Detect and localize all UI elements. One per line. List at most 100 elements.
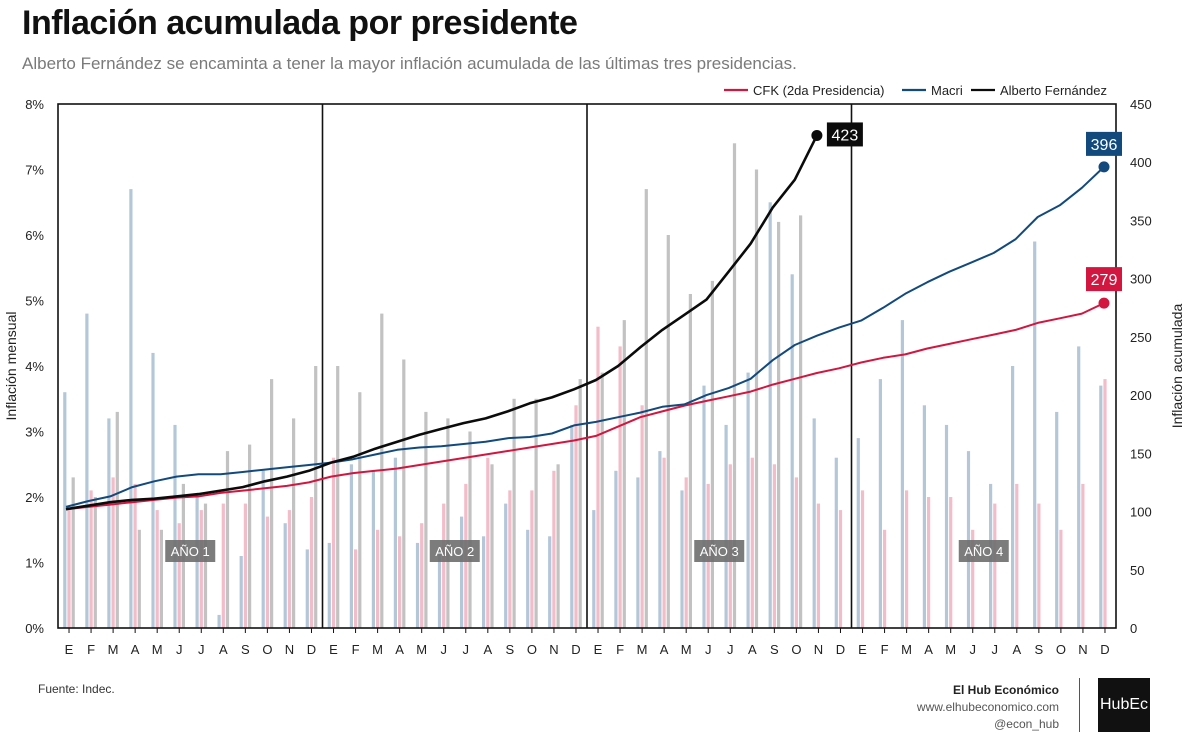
bar-macri-22: [548, 536, 552, 628]
bar-macri-38: [900, 320, 904, 628]
bar-alberto-24: [600, 372, 604, 628]
bar-macri-14: [371, 470, 375, 628]
year-label-box-2: [429, 540, 480, 562]
bar-cfk-27: [662, 457, 666, 628]
x-tick-label-20: S: [506, 642, 515, 657]
year-label-box-4: [958, 540, 1009, 562]
x-tick-label-13: F: [352, 642, 360, 657]
bar-cfk-7: [221, 503, 225, 628]
bar-alberto-19: [490, 464, 494, 629]
bar-cfk-17: [442, 503, 446, 628]
bar-alberto-4: [159, 529, 163, 629]
x-tick-label-30: J: [727, 642, 734, 657]
bar-macri-26: [636, 477, 640, 628]
x-tick-label-47: D: [1100, 642, 1109, 657]
bar-cfk-14: [376, 529, 380, 629]
x-tick-label-41: J: [969, 642, 976, 657]
y-left-tick-4: 4%: [25, 359, 44, 374]
bar-alberto-16: [424, 411, 428, 628]
bar-cfk-10: [287, 510, 291, 628]
bar-cfk-47: [1103, 379, 1107, 628]
end-label-cfk: 279: [1091, 272, 1118, 289]
bar-macri-16: [415, 542, 420, 628]
bar-alberto-22: [556, 464, 560, 629]
bar-cfk-25: [618, 346, 622, 628]
bar-macri-10: [283, 523, 287, 628]
bar-macri-13: [349, 464, 353, 629]
bar-alberto-25: [622, 320, 626, 628]
bar-alberto-8: [248, 444, 252, 628]
bar-alberto-11: [314, 366, 318, 628]
bar-macri-37: [878, 379, 882, 628]
bar-cfk-43: [1015, 483, 1019, 628]
bar-cfk-6: [199, 510, 203, 628]
x-tick-label-27: A: [660, 642, 669, 657]
bar-macri-4: [151, 352, 155, 628]
x-tick-label-38: M: [901, 642, 912, 657]
x-tick-label-18: J: [463, 642, 470, 657]
y-left-tick-6: 6%: [25, 228, 44, 243]
bar-macri-29: [702, 385, 706, 628]
bar-macri-25: [614, 470, 618, 628]
bar-macri-7: [217, 614, 221, 628]
year-label-box-3: [694, 540, 745, 562]
y-left-tick-8: 8%: [25, 97, 44, 112]
end-label-box-cfk: [1086, 267, 1122, 292]
x-tick-label-9: O: [262, 642, 272, 657]
x-tick-label-0: E: [65, 642, 74, 657]
x-tick-label-31: A: [748, 642, 757, 657]
bar-macri-3: [129, 189, 133, 628]
bar-alberto-6: [203, 503, 208, 628]
y-right-tick-7: 350: [1130, 213, 1152, 228]
bar-alberto-17: [446, 418, 450, 628]
bar-alberto-23: [578, 379, 582, 628]
x-tick-label-24: E: [594, 642, 603, 657]
x-tick-label-17: J: [440, 642, 447, 657]
brand-handle[interactable]: @econ_hub: [994, 717, 1059, 731]
x-tick-label-1: F: [87, 642, 95, 657]
x-tick-label-39: A: [924, 642, 933, 657]
bar-macri-41: [966, 451, 971, 628]
x-tick-label-23: D: [571, 642, 580, 657]
y-left-tick-2: 2%: [25, 490, 44, 505]
brand-url[interactable]: www.elhubeconomico.com: [916, 700, 1059, 714]
bar-cfk-22: [552, 470, 556, 628]
y-right-tick-1: 50: [1130, 563, 1144, 578]
x-tick-label-32: S: [770, 642, 779, 657]
bar-cfk-36: [860, 490, 865, 628]
y-left-label: Inflación mensual: [3, 312, 19, 421]
bar-alberto-26: [644, 189, 648, 628]
legend-label-cfk: CFK (2da Presidencia): [753, 83, 885, 98]
bar-macri-27: [658, 451, 662, 628]
y-left-tick-1: 1%: [25, 556, 44, 571]
y-left-tick-0: 0%: [25, 621, 44, 636]
x-tick-label-44: S: [1035, 642, 1044, 657]
x-tick-label-4: M: [152, 642, 163, 657]
bar-cfk-16: [420, 523, 424, 628]
x-tick-label-22: N: [549, 642, 558, 657]
y-right-tick-8: 400: [1130, 155, 1152, 170]
x-tick-label-28: M: [681, 642, 692, 657]
bar-cfk-33: [794, 477, 798, 628]
bar-macri-2: [107, 418, 111, 628]
x-tick-label-14: M: [372, 642, 383, 657]
bar-alberto-10: [292, 418, 296, 628]
bar-macri-20: [504, 503, 508, 628]
bar-cfk-0: [67, 510, 71, 628]
bar-cfk-35: [838, 510, 843, 628]
y-right-tick-6: 300: [1130, 272, 1152, 287]
bar-cfk-8: [243, 503, 247, 628]
line-macri: [65, 166, 1105, 508]
x-tick-label-8: S: [241, 642, 250, 657]
end-point-cfk: [1098, 297, 1110, 309]
bar-cfk-11: [309, 497, 314, 628]
bar-macri-33: [790, 274, 794, 628]
bar-cfk-3: [133, 483, 137, 628]
end-label-alberto: 423: [832, 127, 859, 144]
year-label-1: AÑO 1: [171, 544, 210, 559]
end-point-alberto: [811, 129, 823, 141]
bar-macri-0: [63, 392, 67, 628]
x-tick-label-7: A: [219, 642, 228, 657]
bar-cfk-21: [530, 490, 534, 628]
